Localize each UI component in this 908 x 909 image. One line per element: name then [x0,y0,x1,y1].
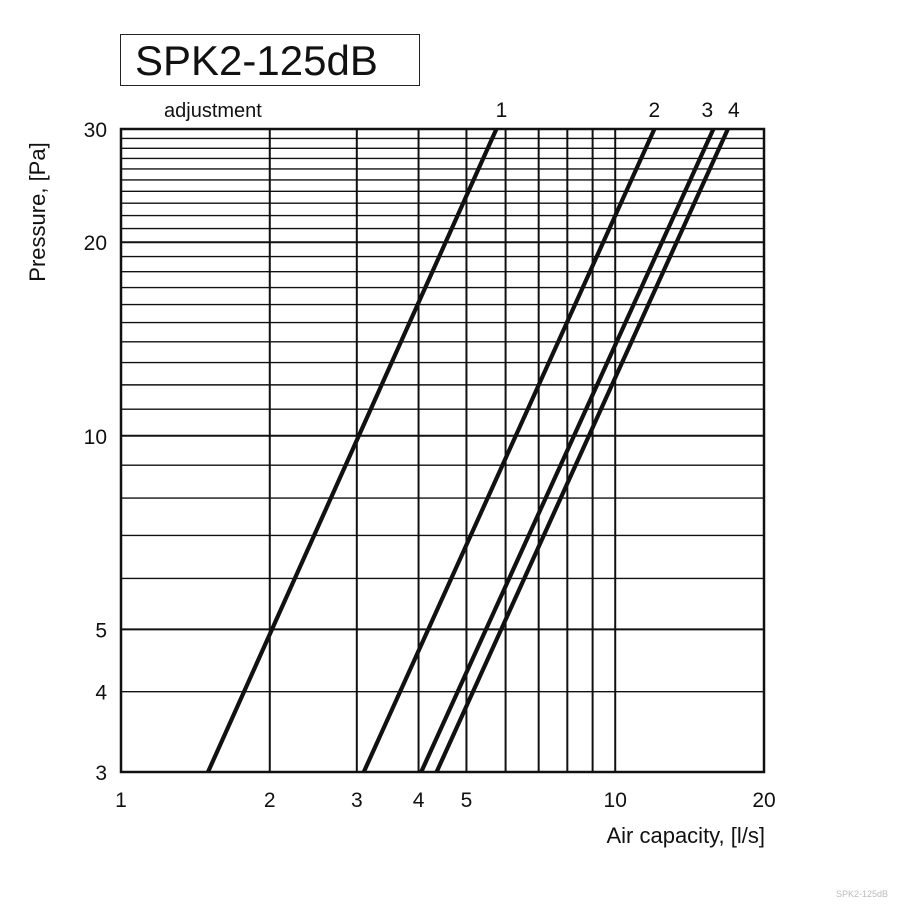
x-tick-label: 3 [351,789,363,812]
series-label-4: 4 [728,99,740,122]
watermark: SPK2-125dB [835,889,888,899]
x-tick-label: 20 [752,789,775,812]
y-tick-label: 30 [84,119,107,142]
adjustment-note: adjustment [164,100,262,122]
plot-frame [119,127,766,774]
x-tick-label: 1 [115,789,127,812]
x-tick-labels: 1 2 3 4 5 10 20 [115,789,776,812]
y-tick-labels: 3 4 5 10 20 30 [84,119,108,785]
x-tick-label: 2 [264,789,276,812]
chart-title: SPK2-125dB [120,34,420,86]
series-label-1: 1 [496,99,508,122]
series-label-3: 3 [702,99,714,122]
y-axis-label: Pressure, [Pa] [25,142,50,281]
y-tick-label: 10 [84,426,107,449]
y-tick-label: 3 [95,762,107,785]
series-label-2: 2 [649,99,661,122]
x-tick-label: 4 [413,789,425,812]
series-line-2 [361,128,657,773]
series-line-1 [206,128,499,773]
y-tick-label: 4 [95,682,107,705]
series-line-4 [434,128,730,773]
series-line-3 [419,128,716,773]
x-tick-label: 10 [604,789,627,812]
x-axis-label: Air capacity, [l/s] [606,823,765,848]
y-tick-label: 5 [95,619,107,642]
x-tick-label: 5 [461,789,473,812]
y-tick-label: 20 [84,232,107,255]
curves [206,128,730,773]
